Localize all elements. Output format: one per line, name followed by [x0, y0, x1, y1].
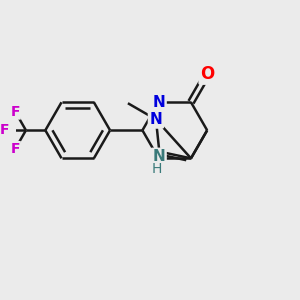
- Text: F: F: [11, 105, 20, 119]
- Text: O: O: [200, 65, 214, 83]
- Text: N: N: [150, 112, 162, 127]
- Text: F: F: [11, 142, 20, 156]
- Text: N: N: [152, 95, 165, 110]
- Text: N: N: [152, 149, 165, 164]
- Text: F: F: [0, 123, 10, 137]
- Text: H: H: [152, 162, 162, 176]
